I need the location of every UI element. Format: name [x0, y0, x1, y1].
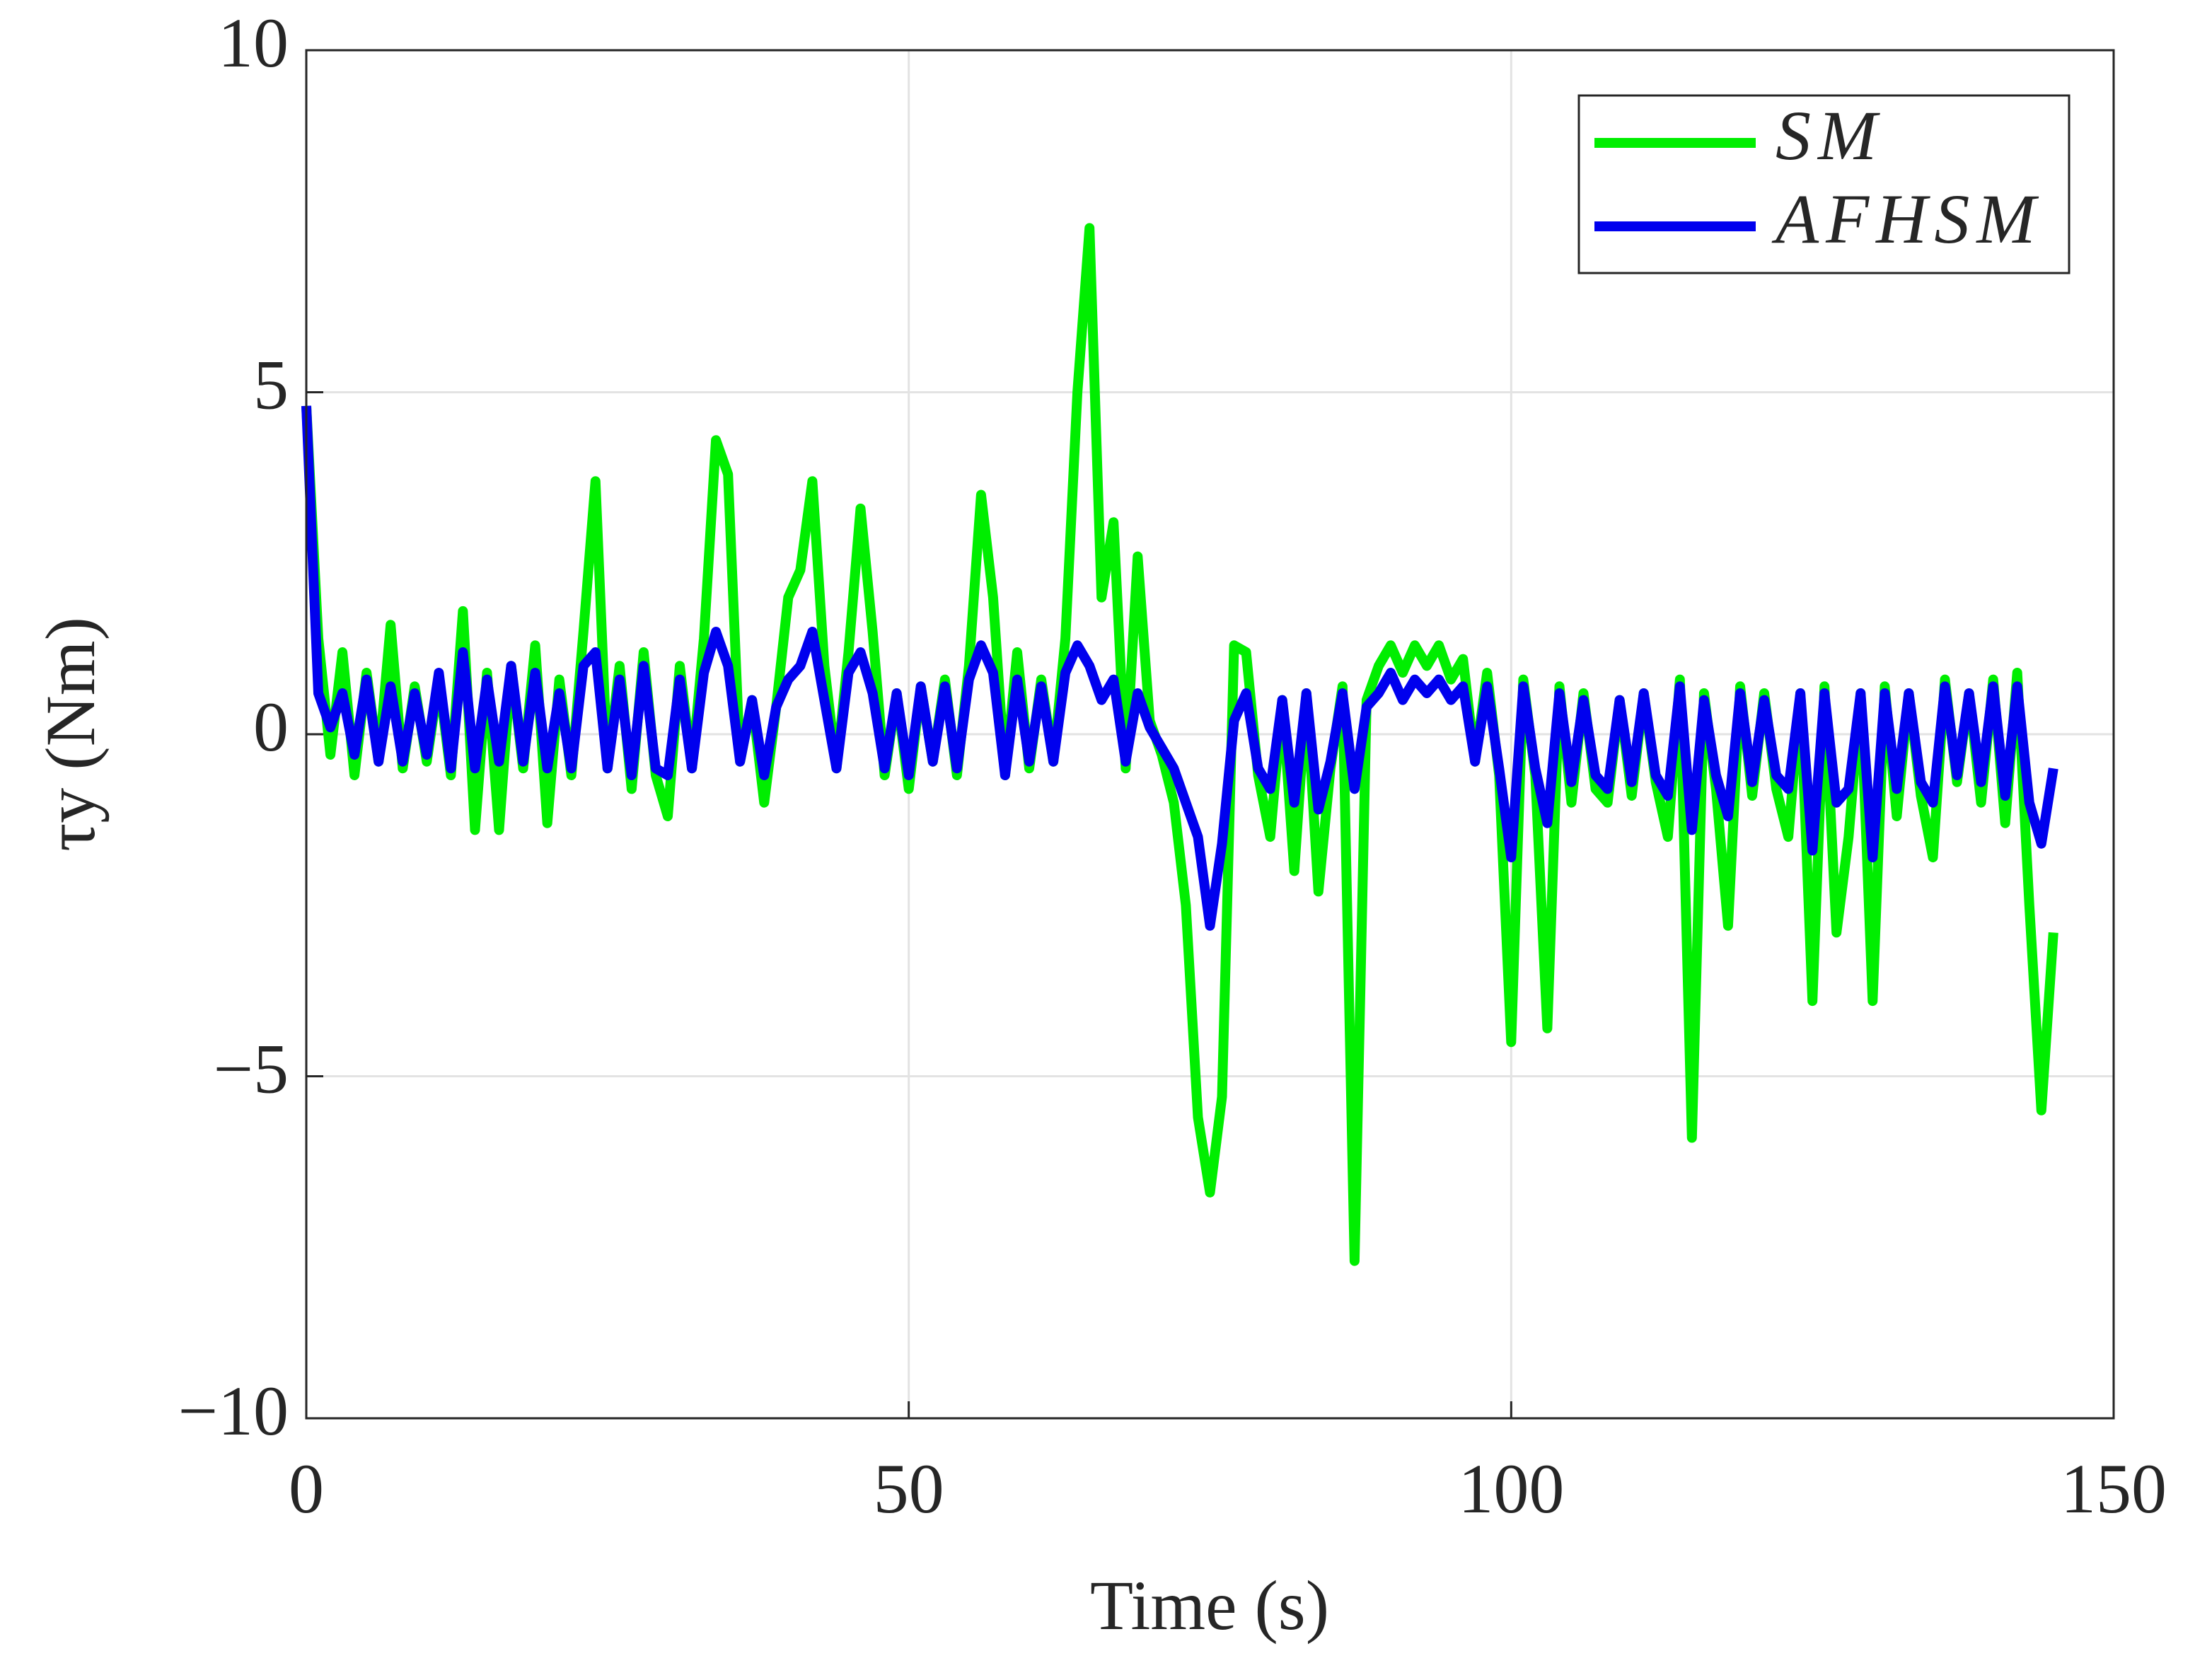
y-tick-label: −10 — [178, 1372, 289, 1450]
y-axis-label: τy (Nm) — [31, 617, 110, 852]
x-axis-label: Time (s) — [1090, 1566, 1329, 1645]
y-tick-label: −5 — [214, 1029, 289, 1108]
data-line — [301, 405, 2058, 931]
legend-box — [1577, 94, 2071, 274]
x-tick-label: 50 — [874, 1449, 944, 1528]
x-tick-label: 100 — [1458, 1449, 1564, 1528]
legend-label: SM — [1776, 96, 1884, 175]
x-tick-label: 0 — [289, 1449, 324, 1528]
y-tick-label: 0 — [253, 688, 289, 766]
y-tick-label: 10 — [218, 4, 289, 82]
x-tick-label: 150 — [2061, 1449, 2167, 1528]
y-tick-label: 5 — [253, 345, 289, 424]
axes-box — [305, 49, 2115, 1420]
legend-label: AFHSM — [1771, 180, 2043, 258]
